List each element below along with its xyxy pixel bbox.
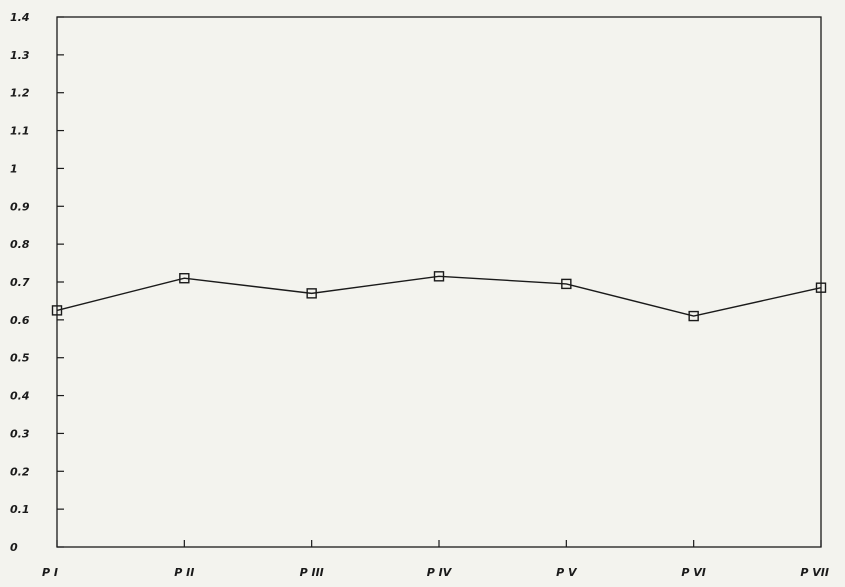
y-tick-label: 1.1: [10, 125, 30, 138]
data-point-marker: [179, 273, 190, 284]
y-tick-label: 0.5: [10, 352, 30, 365]
y-tick-label: 0.7: [10, 276, 30, 289]
series-line: [56, 275, 822, 317]
x-axis: P I P II P III P IV P V P VI P VII: [42, 540, 829, 579]
y-tick-label: 1.3: [10, 49, 30, 62]
y-tick-label: 0.3: [10, 427, 30, 440]
y-tick-label: 1.4: [10, 11, 30, 24]
series-group: [51, 271, 827, 322]
data-point-marker: [433, 271, 445, 282]
x-tick-label: P IV: [427, 566, 453, 579]
data-point-marker: [306, 288, 317, 299]
data-point-marker: [688, 310, 699, 322]
y-axis: 0 0.1 0.2 0.3 0.4 0.5 0.6 0.7 0.8 0.9 1 1.1 1.2 1.3 1.…: [10, 11, 64, 554]
y-tick-label: 0.4: [10, 390, 30, 403]
y-tick-label: 0.8: [10, 238, 30, 251]
data-point-marker: [51, 305, 63, 316]
y-tick-label: 1: [10, 162, 18, 175]
x-tick-label: P II: [174, 566, 194, 579]
y-tick-label: 0.6: [10, 314, 30, 327]
y-tick-label: 0: [10, 541, 18, 554]
x-tick-label: P VI: [681, 566, 706, 579]
x-tick-label: P I: [42, 566, 58, 579]
x-tick-label: P V: [556, 566, 578, 579]
data-point-marker: [815, 282, 827, 293]
x-tick-label: P VII: [800, 566, 829, 579]
y-tick-label: 1.2: [10, 87, 30, 100]
y-tick-label: 0.1: [10, 503, 30, 516]
data-point-marker: [561, 278, 572, 290]
y-tick-label: 0.2: [10, 465, 30, 478]
y-tick-label: 0.9: [10, 200, 30, 213]
x-tick-label: P III: [300, 566, 324, 579]
